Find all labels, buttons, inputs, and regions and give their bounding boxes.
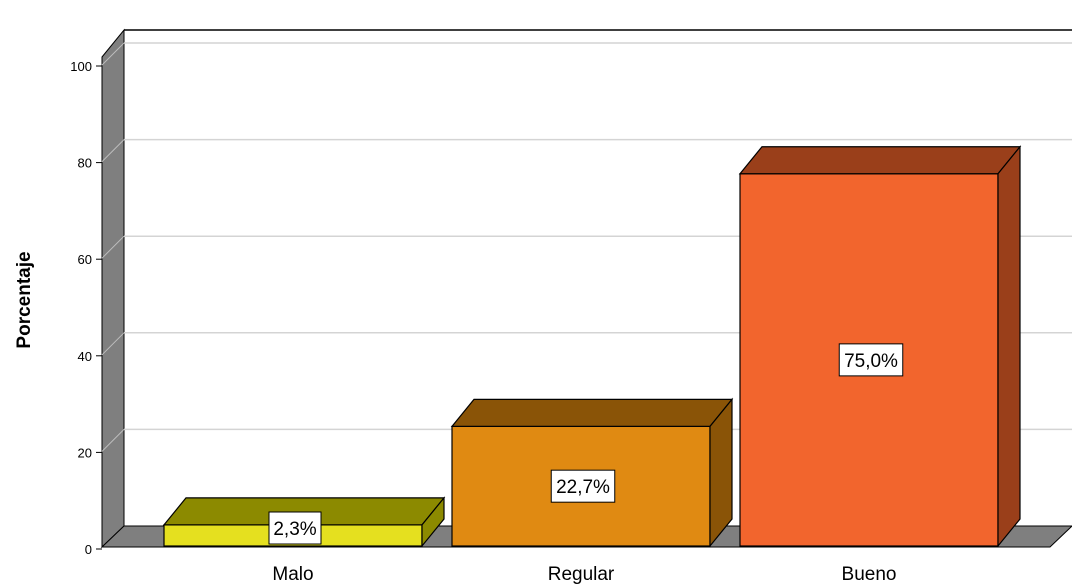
y-tick-label: 20 [78,445,92,460]
y-axis-ticks: 0 20 40 60 80 100 [70,59,102,557]
y-tick-label: 40 [78,349,92,364]
y-tick-label: 0 [85,542,92,557]
x-axis-labels: Malo Regular Bueno [272,564,896,584]
side-gridline [101,235,125,259]
bar-side-regular [709,397,733,548]
data-label-bueno: 75,0% [844,351,898,372]
data-labels: 2,3% 22,7% 75,0% [268,343,904,545]
y-axis-label: Porcentaje [14,251,35,348]
side-gridline [101,332,125,356]
data-label-regular: 22,7% [556,477,610,498]
x-tick-label-regular: Regular [548,564,615,584]
data-label-malo: 2,3% [273,519,316,540]
side-wall [101,28,125,549]
bars [162,145,1022,548]
y-tick-label: 100 [70,59,92,74]
data-label-box [550,469,616,503]
side-gridline [101,42,125,66]
data-label-box [268,511,322,545]
bar-side-bueno [997,145,1021,548]
y-tick-label: 80 [78,156,92,171]
x-tick-label-bueno: Bueno [842,564,897,584]
data-label-box [838,343,904,377]
x-tick-label-malo: Malo [272,564,313,584]
y-tick-label: 60 [78,252,92,267]
side-gridline [101,139,125,162]
bar-top-bueno [738,146,1022,175]
bar-top-regular [450,398,734,427]
side-gridline [101,429,125,452]
bar-side-malo [421,496,445,548]
